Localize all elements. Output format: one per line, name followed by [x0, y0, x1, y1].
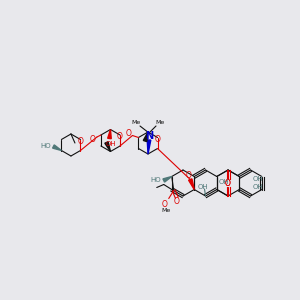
Text: O: O	[225, 178, 231, 188]
Polygon shape	[189, 179, 194, 190]
Polygon shape	[105, 142, 110, 152]
Text: O: O	[77, 136, 83, 146]
Text: HO: HO	[150, 178, 161, 184]
Text: Me: Me	[131, 121, 141, 125]
Text: Me: Me	[155, 121, 165, 125]
Text: OH: OH	[105, 140, 116, 146]
Polygon shape	[52, 145, 62, 151]
Text: O: O	[185, 171, 191, 180]
Text: HO: HO	[40, 142, 51, 148]
Text: Me: Me	[161, 208, 170, 213]
Text: O: O	[174, 197, 180, 206]
Polygon shape	[147, 140, 151, 154]
Text: OH: OH	[253, 176, 263, 182]
Text: O: O	[162, 200, 168, 209]
Text: O: O	[154, 134, 160, 143]
Text: N: N	[145, 131, 153, 141]
Text: O: O	[125, 129, 131, 138]
Text: O: O	[117, 132, 123, 141]
Text: OH: OH	[197, 184, 208, 190]
Text: O: O	[225, 178, 231, 188]
Polygon shape	[163, 176, 172, 182]
Text: O: O	[90, 134, 96, 143]
Polygon shape	[108, 130, 111, 139]
Text: OH: OH	[218, 179, 229, 185]
Text: OH: OH	[253, 184, 263, 190]
Polygon shape	[143, 132, 148, 142]
